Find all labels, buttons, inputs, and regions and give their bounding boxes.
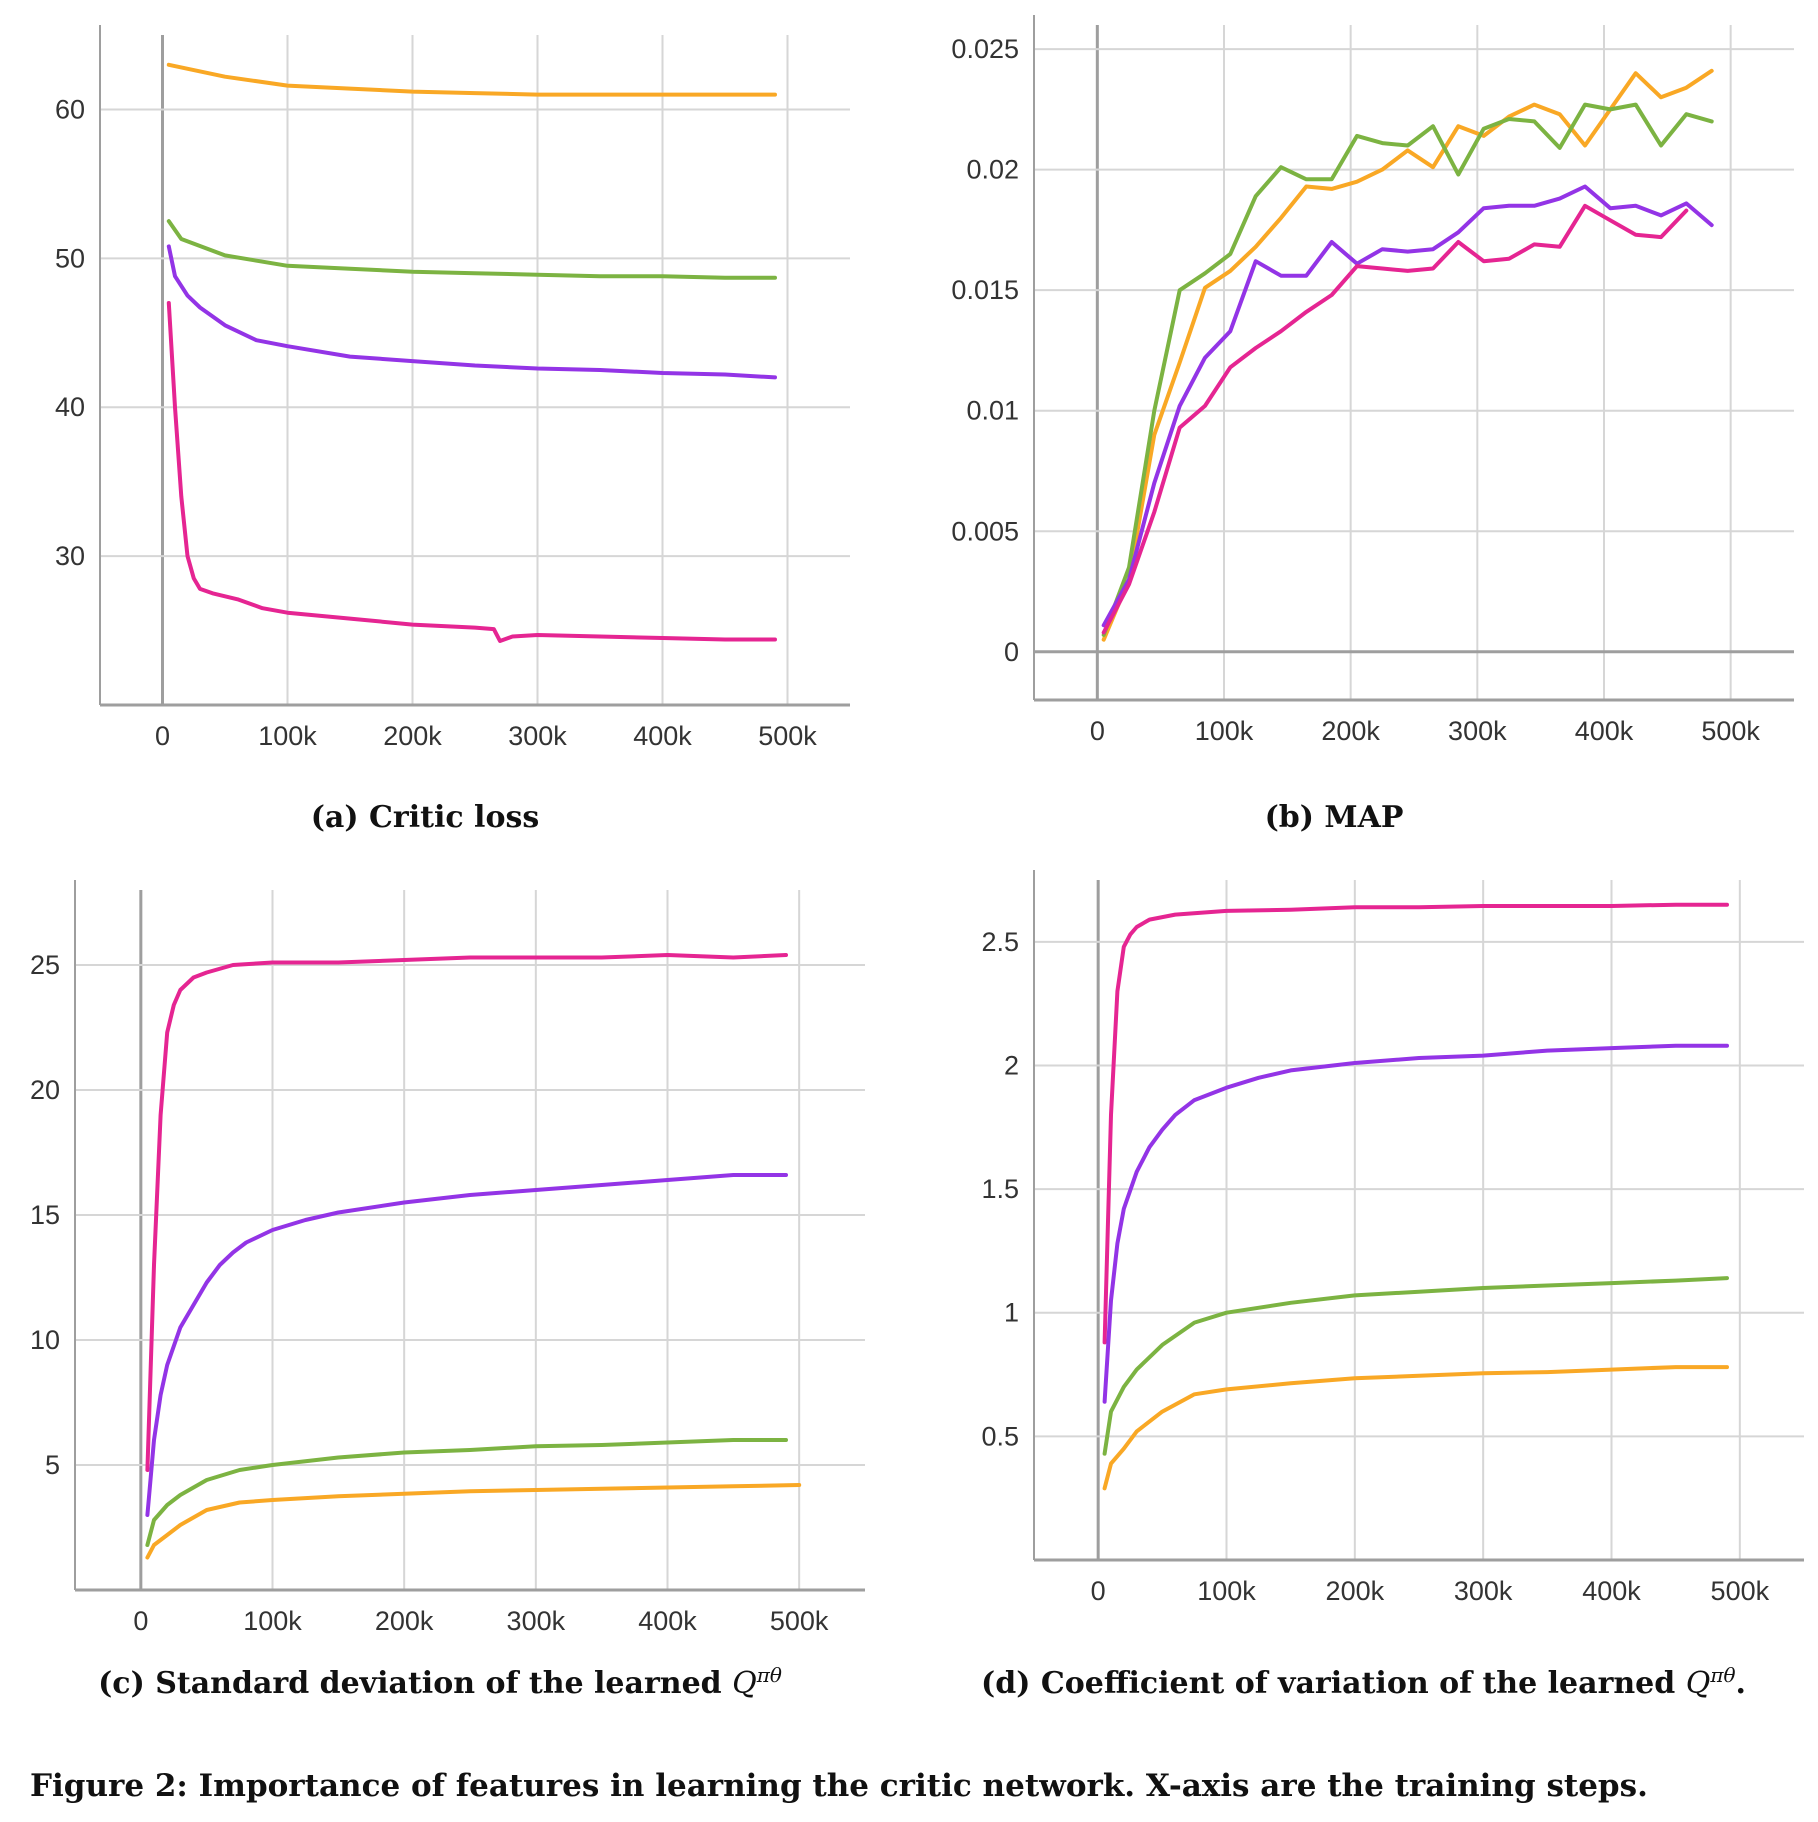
series-line bbox=[1101, 102, 1714, 637]
caption-c: (c) Standard deviation of the learned Qπ… bbox=[40, 1663, 840, 1701]
x-tick-label: 100k bbox=[1195, 716, 1254, 746]
series-line bbox=[1102, 1365, 1729, 1491]
std-dev-chart: 0 100k 200k 300k 400k 500k 5 10 15 20 25 bbox=[30, 880, 865, 1636]
x-tick-label: 0 bbox=[155, 721, 170, 751]
chart-panel-a: 0 100k 200k 300k 400k 500k 30 40 50 60 (a) Critic… bbox=[0, 0, 900, 860]
x-tick-label: 200k bbox=[1321, 716, 1380, 746]
y-tick-label: 20 bbox=[30, 1075, 60, 1105]
series-line bbox=[1101, 184, 1714, 628]
y-tick-label: 0.01 bbox=[966, 396, 1019, 426]
y-tick-label: 30 bbox=[55, 541, 85, 571]
series-line bbox=[145, 1438, 788, 1547]
y-tick-label: 0.02 bbox=[966, 155, 1019, 185]
x-tick-label: 100k bbox=[258, 721, 317, 751]
y-tick-label: 2 bbox=[1004, 1050, 1019, 1080]
caption-d-text: (d) Coefficient of variation of the lear… bbox=[981, 1666, 1686, 1701]
y-tick-label: 15 bbox=[30, 1200, 60, 1230]
y-tick-label: 0.005 bbox=[951, 516, 1019, 546]
x-tick-label: 400k bbox=[633, 721, 692, 751]
figure-caption: Figure 2: Importance of features in lear… bbox=[30, 1768, 1648, 1804]
x-tick-label: 100k bbox=[1197, 1576, 1256, 1606]
chart-panel-c: 0 100k 200k 300k 400k 500k 5 10 15 20 25 (c) Stand… bbox=[0, 860, 900, 1730]
y-tick-label: 0 bbox=[1004, 637, 1019, 667]
y-tick-label: 2.5 bbox=[981, 927, 1019, 957]
series-line bbox=[1101, 203, 1689, 635]
caption-d: (d) Coefficient of variation of the lear… bbox=[909, 1663, 1818, 1701]
caption-c-text: (c) Standard deviation of the learned bbox=[98, 1666, 733, 1701]
y-tick-label: 0.025 bbox=[951, 34, 1019, 64]
x-tick-label: 500k bbox=[1701, 716, 1760, 746]
y-tick-label: 0.015 bbox=[951, 275, 1019, 305]
series-line bbox=[1101, 68, 1714, 642]
x-tick-label: 0 bbox=[1091, 1576, 1106, 1606]
x-tick-label: 100k bbox=[243, 1606, 302, 1636]
x-tick-label: 400k bbox=[1575, 716, 1634, 746]
caption-b-text: (b) MAP bbox=[1264, 800, 1404, 835]
series-line bbox=[1102, 1043, 1729, 1404]
x-tick-label: 300k bbox=[1448, 716, 1507, 746]
series-line bbox=[145, 1173, 788, 1517]
series-line bbox=[166, 219, 777, 280]
series-line bbox=[1102, 902, 1729, 1345]
caption-d-suffix: . bbox=[1735, 1666, 1746, 1701]
chart-panel-d: 0 100k 200k 300k 400k 500k 0.5 1 1.5 2 2.5 (d) Coe… bbox=[909, 860, 1818, 1730]
caption-a-text: (a) Critic loss bbox=[310, 800, 540, 835]
x-tick-label: 500k bbox=[758, 721, 817, 751]
caption-c-superscript: πθ bbox=[756, 1663, 782, 1687]
y-tick-label: 10 bbox=[30, 1325, 60, 1355]
series-line bbox=[145, 953, 788, 1472]
x-tick-label: 400k bbox=[638, 1606, 697, 1636]
map-chart: 0 100k 200k 300k 400k 500k 0 0.005 0.01 0.015 0.02… bbox=[951, 15, 1794, 746]
x-tick-label: 300k bbox=[1454, 1576, 1513, 1606]
x-tick-label: 300k bbox=[507, 1606, 566, 1636]
x-tick-label: 400k bbox=[1582, 1576, 1641, 1606]
critic-loss-chart: 0 100k 200k 300k 400k 500k 30 40 50 60 bbox=[55, 25, 850, 751]
caption-d-symbol: Q bbox=[1685, 1666, 1711, 1701]
x-tick-label: 0 bbox=[133, 1606, 148, 1636]
series-line bbox=[145, 1483, 802, 1560]
x-tick-label: 0 bbox=[1090, 716, 1105, 746]
y-tick-label: 40 bbox=[55, 392, 85, 422]
y-tick-label: 60 bbox=[55, 94, 85, 124]
x-tick-label: 300k bbox=[508, 721, 567, 751]
x-tick-label: 200k bbox=[1326, 1576, 1385, 1606]
caption-a: (a) Critic loss bbox=[100, 800, 750, 835]
x-tick-label: 500k bbox=[1711, 1576, 1770, 1606]
y-tick-label: 5 bbox=[45, 1450, 60, 1480]
x-tick-label: 200k bbox=[383, 721, 442, 751]
series-line bbox=[166, 62, 777, 97]
series-line bbox=[1102, 1276, 1729, 1456]
coef-variation-chart: 0 100k 200k 300k 400k 500k 0.5 1 1.5 2 2.5 bbox=[981, 870, 1804, 1606]
series-line bbox=[166, 301, 777, 643]
y-tick-label: 1 bbox=[1004, 1298, 1019, 1328]
y-tick-label: 1.5 bbox=[981, 1174, 1019, 1204]
y-tick-label: 25 bbox=[30, 950, 60, 980]
series-line bbox=[166, 244, 777, 380]
chart-panel-b: 0 100k 200k 300k 400k 500k 0 0.005 0.01 0.015 0.02… bbox=[909, 0, 1818, 860]
x-tick-label: 500k bbox=[770, 1606, 829, 1636]
x-tick-label: 200k bbox=[375, 1606, 434, 1636]
y-tick-label: 50 bbox=[55, 243, 85, 273]
caption-d-superscript: πθ bbox=[1710, 1663, 1736, 1687]
y-tick-label: 0.5 bbox=[981, 1421, 1019, 1451]
caption-c-symbol: Q bbox=[732, 1666, 757, 1701]
caption-b: (b) MAP bbox=[1009, 800, 1659, 835]
